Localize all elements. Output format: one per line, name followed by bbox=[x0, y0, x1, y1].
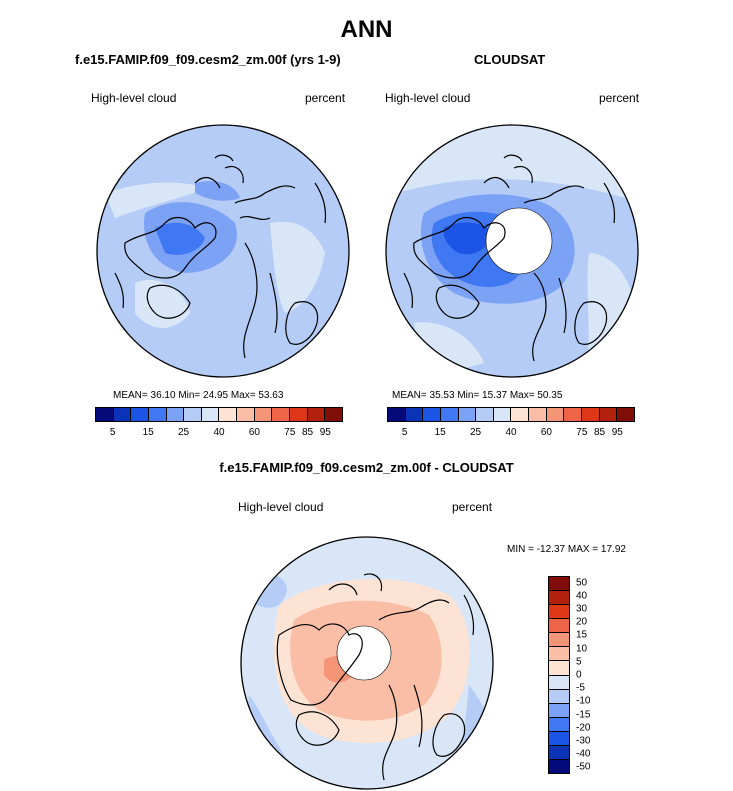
colorbar-swatch bbox=[237, 408, 255, 421]
colorbar-tick-label: 75 bbox=[284, 427, 296, 438]
colorbar-swatch bbox=[549, 619, 569, 634]
colorbar-swatch bbox=[617, 408, 634, 421]
left-field-label: High-level cloud bbox=[91, 91, 177, 105]
colorbar-swatch bbox=[148, 408, 167, 421]
colorbar-tick-label: 25 bbox=[470, 427, 482, 438]
colorbar-swatch bbox=[440, 408, 459, 421]
diff-units-label: percent bbox=[452, 500, 493, 514]
colorbar-tick-label: 40 bbox=[213, 427, 225, 438]
right-field-label: High-level cloud bbox=[385, 91, 471, 105]
right-case-label: CLOUDSAT bbox=[474, 52, 546, 67]
colorbar-tick-label: 15 bbox=[142, 427, 154, 438]
colorbar-swatch bbox=[511, 408, 530, 421]
diff-field-label: High-level cloud bbox=[238, 500, 324, 514]
right-stats: MEAN= 35.53 Min= 15.37 Max= 50.35 bbox=[392, 390, 563, 401]
colorbar-swatch bbox=[272, 408, 291, 421]
left-units-label: percent bbox=[305, 91, 346, 105]
diff-colorbar bbox=[548, 576, 570, 774]
colorbar-swatch bbox=[599, 408, 618, 421]
diff-minmax: MIN = -12.37 MAX = 17.92 bbox=[507, 544, 626, 555]
colorbar-swatch bbox=[131, 408, 149, 421]
colorbar-swatch bbox=[201, 408, 220, 421]
colorbar-swatch bbox=[458, 408, 477, 421]
left-colorbar-ticks: 5 15 25 40 60 75 85 95 bbox=[95, 427, 343, 441]
colorbar-tick-label: 85 bbox=[302, 427, 314, 438]
colorbar-swatch bbox=[549, 760, 569, 774]
colorbar-swatch bbox=[325, 408, 342, 421]
colorbar-tick-label: 15 bbox=[576, 629, 588, 641]
colorbar-swatch bbox=[166, 408, 185, 421]
colorbar-swatch bbox=[388, 408, 406, 421]
colorbar-swatch bbox=[493, 408, 512, 421]
colorbar-swatch bbox=[549, 591, 569, 606]
colorbar-swatch bbox=[96, 408, 114, 421]
right-colorbar bbox=[387, 407, 635, 422]
colorbar-tick-label: 95 bbox=[319, 427, 331, 438]
colorbar-swatch bbox=[549, 703, 569, 718]
colorbar-swatch bbox=[307, 408, 326, 421]
colorbar-swatch bbox=[184, 408, 202, 421]
colorbar-tick-label: 85 bbox=[594, 427, 606, 438]
colorbar-swatch bbox=[549, 689, 569, 704]
colorbar-tick-label: 5 bbox=[576, 656, 582, 668]
left-case-label: f.e15.FAMIP.f09_f09.cesm2_zm.00f (yrs 1-… bbox=[75, 52, 341, 67]
colorbar-tick-label: -10 bbox=[576, 695, 591, 707]
colorbar-tick-label: 5 bbox=[109, 427, 116, 438]
colorbar-tick-label: 60 bbox=[540, 427, 552, 438]
colorbar-swatch bbox=[423, 408, 441, 421]
colorbar-tick-label: -50 bbox=[576, 761, 591, 773]
colorbar-tick-label: 15 bbox=[434, 427, 446, 438]
colorbar-tick-label: 5 bbox=[401, 427, 408, 438]
colorbar-swatch bbox=[290, 408, 308, 421]
colorbar-tick-label: 75 bbox=[576, 427, 588, 438]
colorbar-tick-label: 40 bbox=[505, 427, 517, 438]
figure-title: ANN bbox=[340, 16, 393, 43]
right-units-label: percent bbox=[599, 91, 640, 105]
colorbar-tick-label: 20 bbox=[576, 616, 588, 628]
colorbar-tick-label: 30 bbox=[576, 603, 588, 615]
colorbar-swatch bbox=[549, 633, 569, 648]
diff-colorbar-ticks: 50 40 30 20 15 10 5 0 -5 -10 -15 -20 -30 -40 -50 bbox=[576, 576, 616, 774]
colorbar-tick-label: 0 bbox=[576, 669, 582, 681]
colorbar-tick-label: -15 bbox=[576, 709, 591, 721]
colorbar-swatch bbox=[549, 605, 569, 620]
colorbar-tick-label: 60 bbox=[248, 427, 260, 438]
colorbar-swatch bbox=[546, 408, 565, 421]
right-polar-map bbox=[385, 124, 639, 378]
colorbar-tick-label: 25 bbox=[178, 427, 190, 438]
colorbar-swatch bbox=[549, 661, 569, 676]
colorbar-tick-label: 40 bbox=[576, 590, 588, 602]
diff-title: f.e15.FAMIP.f09_f09.cesm2_zm.00f - CLOUD… bbox=[219, 460, 514, 475]
left-colorbar bbox=[95, 407, 343, 422]
colorbar-swatch bbox=[405, 408, 424, 421]
colorbar-swatch bbox=[549, 731, 569, 746]
diff-polar-map bbox=[240, 536, 494, 790]
colorbar-tick-label: 95 bbox=[611, 427, 623, 438]
colorbar-tick-label: -5 bbox=[576, 682, 585, 694]
colorbar-swatch bbox=[549, 577, 569, 592]
colorbar-swatch bbox=[549, 675, 569, 690]
left-stats: MEAN= 36.10 Min= 24.95 Max= 53.63 bbox=[113, 390, 284, 401]
colorbar-tick-label: -20 bbox=[576, 722, 591, 734]
colorbar-swatch bbox=[219, 408, 238, 421]
colorbar-swatch bbox=[549, 717, 569, 732]
colorbar-swatch bbox=[254, 408, 273, 421]
colorbar-tick-label: 10 bbox=[576, 643, 588, 655]
left-polar-map bbox=[96, 124, 350, 378]
colorbar-swatch bbox=[549, 745, 569, 761]
colorbar-swatch bbox=[564, 408, 583, 421]
colorbar-swatch bbox=[549, 647, 569, 662]
colorbar-swatch bbox=[582, 408, 600, 421]
right-colorbar-ticks: 5 15 25 40 60 75 85 95 bbox=[387, 427, 635, 441]
colorbar-swatch bbox=[476, 408, 494, 421]
colorbar-tick-label: -40 bbox=[576, 748, 591, 760]
colorbar-swatch bbox=[529, 408, 547, 421]
colorbar-tick-label: 50 bbox=[576, 577, 588, 589]
colorbar-tick-label: -30 bbox=[576, 735, 591, 747]
colorbar-swatch bbox=[113, 408, 132, 421]
